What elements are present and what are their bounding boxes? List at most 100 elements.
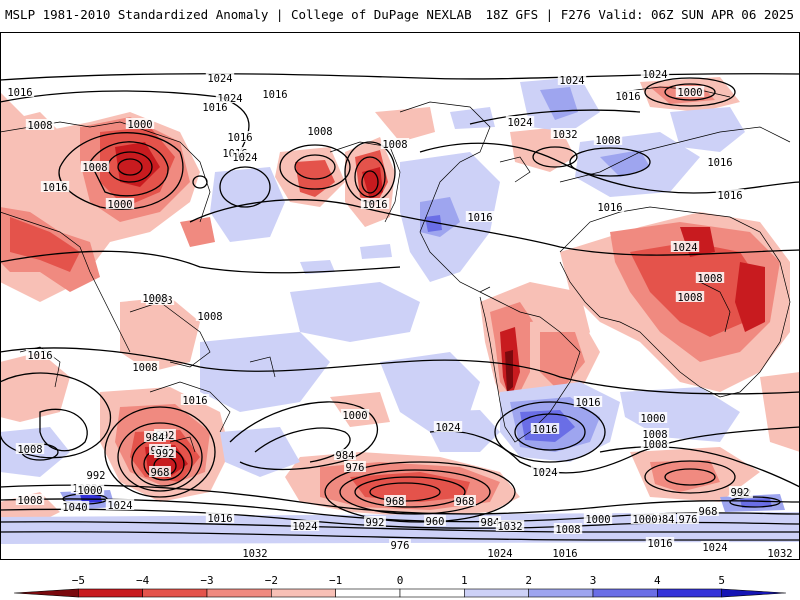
isobar-label: 1008 xyxy=(17,444,42,456)
anomaly-region xyxy=(375,107,435,142)
isobar-label: 992 xyxy=(731,487,750,499)
colorbar-tick-label: −5 xyxy=(72,574,85,587)
anomaly-region xyxy=(290,282,420,342)
isobar-label-bg xyxy=(389,539,411,550)
anomaly-region xyxy=(0,352,70,422)
isobar-label: 1008 xyxy=(142,293,167,305)
isobar-label: 1016 xyxy=(532,424,557,436)
isobar-label-bg xyxy=(60,501,90,512)
isobar-label-bg xyxy=(215,92,245,103)
colorbar-tick-label: −3 xyxy=(200,574,213,587)
anomaly-region xyxy=(505,350,513,392)
isobar-label-bg xyxy=(105,499,135,510)
map-title: MSLP 1981-2010 Standardized Anomaly | Co… xyxy=(5,7,472,22)
isobar-label-bg xyxy=(677,513,699,524)
anomaly-region xyxy=(300,260,335,274)
isobar-label: 1000 xyxy=(77,485,102,497)
isobar-label-bg xyxy=(144,431,166,442)
anomaly-region xyxy=(80,493,102,503)
isobar-label: 1032 xyxy=(497,521,522,533)
isobar-label: 1024 xyxy=(487,548,512,560)
isobar-label-bg xyxy=(424,515,446,526)
colorbar: −5 −4 −3 −2 −1 0 1 2 3 4 5 xyxy=(13,574,787,598)
isobar-label-bg xyxy=(630,513,660,524)
isobar-label-bg xyxy=(25,119,55,130)
anomaly-region xyxy=(220,427,300,477)
isobar-label: 1008 xyxy=(197,311,222,323)
isobar-label: 1024 xyxy=(207,73,232,85)
isobar-label-bg xyxy=(550,128,580,139)
isobar-label-bg xyxy=(583,513,613,524)
isobar-label-bg xyxy=(595,201,625,212)
anomaly-region xyxy=(360,244,392,259)
isobar-label: 976 xyxy=(679,514,698,526)
isobar-label: 976 xyxy=(346,462,365,474)
isobar-label: 1016 xyxy=(575,397,600,409)
isobar-label: 968 xyxy=(386,496,405,508)
isobar-label-bg xyxy=(75,484,105,495)
isobar-label-bg xyxy=(40,181,70,192)
isobar-label: 1016 xyxy=(467,212,492,224)
isobar-label: 1000 xyxy=(677,87,702,99)
isobar-label: 1008 xyxy=(697,273,722,285)
isobar-label-bg xyxy=(340,409,370,420)
isobar-label-bg xyxy=(15,494,45,505)
anomaly-region xyxy=(735,262,765,332)
isobar-label: 1016 xyxy=(647,538,672,550)
isobar-label: 1008 xyxy=(307,126,332,138)
isobar-label-bg xyxy=(149,466,171,477)
colorbar-segment xyxy=(528,588,594,598)
colorbar-tick-label: −4 xyxy=(136,574,150,587)
isobar-label-bg xyxy=(700,541,730,552)
anomaly-region xyxy=(540,332,585,392)
isobar-label: 1000 xyxy=(632,514,657,526)
isobar-label-bg xyxy=(5,86,35,97)
isobar-label-bg xyxy=(765,556,795,560)
colorbar-segment xyxy=(13,588,79,598)
isobar-label-bg xyxy=(344,461,366,472)
isobar-label: 1000 xyxy=(640,413,665,425)
isobar-label-bg xyxy=(334,449,356,460)
colorbar-segment xyxy=(721,588,787,598)
isobar-label: 1016 xyxy=(707,157,732,169)
isobar-label: 1016 xyxy=(207,513,232,525)
colorbar-segment xyxy=(206,588,272,598)
isobar-label: 984 xyxy=(656,514,675,526)
isobar-label-bg xyxy=(140,292,170,303)
isobar-label-bg xyxy=(675,291,705,302)
isobar-label: 1024 xyxy=(559,75,584,87)
isobar-label: 984 xyxy=(146,432,165,444)
colorbar-tick-label: 4 xyxy=(654,574,661,587)
anomaly-region xyxy=(670,107,745,152)
isobar-label-bg xyxy=(640,438,670,449)
anomaly-map: 1024 1016 1008 1000 1024 1016 1008 1016 1008 1016… xyxy=(0,32,800,560)
isobar-label-bg xyxy=(205,512,235,523)
anomaly-region xyxy=(10,217,80,272)
colorbar-tick-label: 1 xyxy=(461,574,468,587)
isobar-label: 1024 xyxy=(532,467,557,479)
isobar-label-bg xyxy=(225,131,255,142)
isobar-label-bg xyxy=(675,86,705,97)
isobar-label: 1016 xyxy=(202,102,227,114)
isobar-label: 992 xyxy=(87,470,106,482)
colorbar-scale xyxy=(13,588,787,598)
isobar-label: 968 xyxy=(456,496,475,508)
isobar-label-bg xyxy=(85,469,107,480)
valid-time: 18Z GFS | F276 Valid: 06Z SUN APR 06 202… xyxy=(485,7,794,22)
isobar-label: 984 xyxy=(336,450,355,462)
isobar-label-bg xyxy=(573,396,603,407)
isobar-label-bg xyxy=(380,138,410,149)
isobar-label-bg xyxy=(638,412,668,423)
isobar-label-bg xyxy=(15,443,45,454)
isobar-label: 984 xyxy=(481,517,500,529)
isobar-label-bg xyxy=(485,550,515,560)
isobar-label: 1008 xyxy=(27,120,52,132)
isobar-label-bg xyxy=(530,423,560,434)
isobars xyxy=(0,73,800,541)
isobar-label: 1024 xyxy=(702,542,727,554)
isobar-label: 1016 xyxy=(227,132,252,144)
isobar-label-bg xyxy=(80,161,110,172)
isobar-label: 1008 xyxy=(382,139,407,151)
isobar-label-bg xyxy=(645,537,675,548)
isobar-label: 968 xyxy=(699,506,718,518)
